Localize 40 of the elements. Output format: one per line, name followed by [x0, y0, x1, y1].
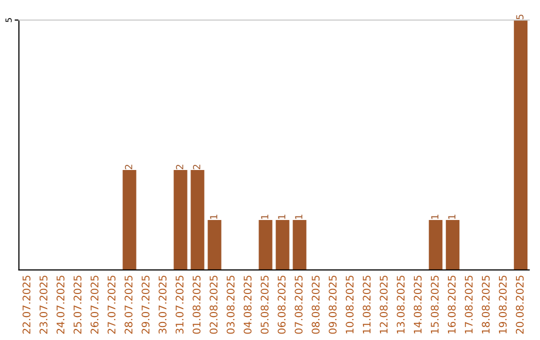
- x-tick-label: 09.08.2025: [328, 276, 337, 334]
- x-tick-label: 17.08.2025: [464, 276, 473, 334]
- data-label: 1: [295, 214, 302, 219]
- x-tick-label: 07.08.2025: [294, 276, 303, 334]
- data-label: 1: [210, 214, 218, 219]
- x-tick-label: 27.07.2025: [108, 276, 116, 334]
- x-tick-label: 26.07.2025: [90, 276, 98, 334]
- x-tick-label: 08.08.2025: [312, 276, 320, 334]
- x-tick-label: 30.07.2025: [158, 276, 167, 334]
- data-label: 2: [176, 164, 184, 170]
- data-label: 1: [431, 214, 438, 219]
- x-tick-label: 02.08.2025: [210, 276, 218, 334]
- x-tick-label: 28.07.2025: [124, 276, 132, 334]
- data-label: 2: [192, 164, 200, 170]
- x-tick-label: 29.07.2025: [142, 276, 150, 334]
- x-tick-label: 10.08.2025: [346, 276, 354, 334]
- x-tick-label: 13.08.2025: [396, 276, 405, 334]
- x-tick-label: 14.08.2025: [414, 276, 422, 334]
- x-tick-label: 22.07.2025: [22, 276, 30, 334]
- x-tick-label: 25.07.2025: [74, 276, 82, 334]
- x-tick-label: 15.08.2025: [430, 276, 439, 334]
- x-tick-label: 23.07.2025: [40, 276, 48, 334]
- x-tick-label: 03.08.2025: [226, 276, 235, 334]
- x-tick-label: 01.08.2025: [192, 276, 201, 334]
- x-tick-label: 04.08.2025: [244, 276, 252, 334]
- x-tick-label: 20.08.2025: [516, 276, 524, 334]
- data-label: 2: [124, 164, 132, 170]
- x-tick-label: 05.08.2025: [260, 276, 269, 334]
- x-tick-label: 11.08.2025: [362, 276, 371, 334]
- x-tick-label: 06.08.2025: [278, 276, 286, 334]
- x-tick-label: 24.07.2025: [56, 276, 64, 334]
- x-tick-label: 31.07.2025: [176, 276, 184, 334]
- data-label: 1: [261, 214, 268, 219]
- data-label: 5: [516, 14, 524, 20]
- data-label: 1: [448, 214, 456, 219]
- data-label: 1: [278, 214, 286, 219]
- x-tick-label: 19.08.2025: [498, 276, 507, 334]
- x-tick-label: 12.08.2025: [380, 276, 388, 334]
- x-tick-label: 18.08.2025: [482, 276, 490, 334]
- x-tick-label: 16.08.2025: [448, 276, 456, 334]
